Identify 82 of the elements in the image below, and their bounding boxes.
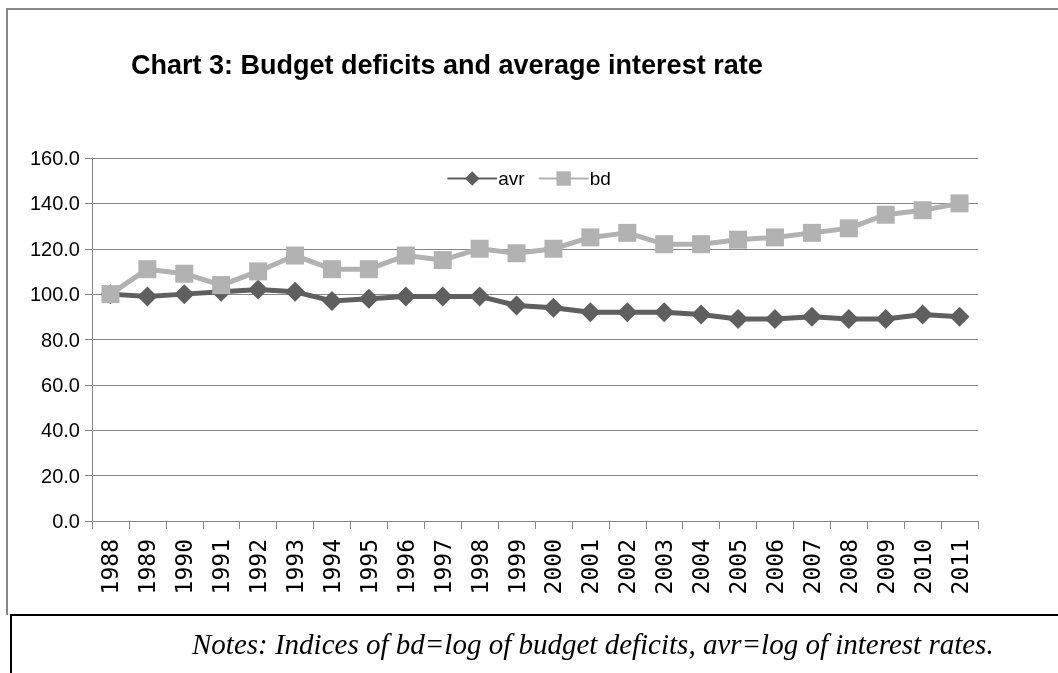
x-tick-label: 1994 <box>318 539 345 595</box>
point <box>286 246 305 265</box>
x-tick-label: 2005 <box>725 539 752 595</box>
point <box>249 262 268 281</box>
point <box>764 309 785 330</box>
x-tick-label: 1997 <box>429 539 456 595</box>
y-tick-label: 20.0 <box>41 464 80 487</box>
point <box>618 223 637 242</box>
x-tick-label: 1995 <box>355 539 382 595</box>
point <box>950 194 969 213</box>
x-tick-label: 1989 <box>134 539 161 595</box>
point <box>875 309 896 330</box>
y-tick-label: 140.0 <box>29 192 80 215</box>
point <box>729 230 748 249</box>
point <box>137 286 158 307</box>
x-tick-label: 2001 <box>577 539 604 595</box>
legend-label: avr <box>498 168 526 189</box>
x-tick-label: 1998 <box>466 539 493 595</box>
point <box>174 284 195 305</box>
point <box>506 295 527 316</box>
x-tick-label: 2007 <box>798 539 825 595</box>
y-tick-label: 60.0 <box>41 373 80 396</box>
y-tick-label: 80.0 <box>41 328 80 351</box>
x-tick-label: 2002 <box>614 539 641 595</box>
point <box>470 239 489 258</box>
point <box>285 281 306 302</box>
point <box>913 201 932 220</box>
point <box>544 239 563 258</box>
point <box>432 286 453 307</box>
point <box>395 286 416 307</box>
point <box>212 276 231 295</box>
x-tick-label: 2010 <box>909 539 936 595</box>
point <box>322 260 341 279</box>
x-tick-label: 1996 <box>392 539 419 595</box>
point <box>617 302 638 323</box>
y-tick-label: 120.0 <box>29 237 80 260</box>
y-tick-label: 100.0 <box>29 283 80 306</box>
x-tick-label: 1993 <box>282 539 309 595</box>
x-tick-label: 2000 <box>540 539 567 595</box>
point <box>802 223 821 242</box>
point <box>691 304 712 325</box>
point <box>949 306 970 327</box>
point <box>580 302 601 323</box>
point <box>138 260 157 279</box>
point <box>654 302 675 323</box>
legend-label: bd <box>589 168 611 189</box>
point <box>507 244 526 263</box>
point <box>838 309 859 330</box>
point <box>469 286 490 307</box>
text: Notes: Indices of bd=log of budget deficits, avr=log of interest rates. <box>192 628 994 660</box>
point <box>543 297 564 318</box>
point <box>765 228 784 247</box>
point <box>655 235 674 254</box>
y-tick-label: 160.0 <box>29 147 80 169</box>
point <box>175 264 194 283</box>
x-tick-label: 1990 <box>171 539 198 595</box>
point <box>801 306 822 327</box>
x-tick-label: 2011 <box>946 539 973 595</box>
point <box>396 246 415 265</box>
x-tick-label: 2003 <box>651 539 678 595</box>
point <box>433 251 452 270</box>
x-tick-label: 2008 <box>835 539 862 595</box>
y-tick-label: 40.0 <box>41 419 80 442</box>
chart-title: Chart 3: Budget deficits and average interest rate <box>131 49 763 80</box>
x-tick-label: 1999 <box>503 539 530 595</box>
point <box>581 228 600 247</box>
point <box>359 260 378 279</box>
x-tick-label: 1991 <box>208 539 235 595</box>
point <box>321 290 342 311</box>
y-tick-label: 0.0 <box>52 510 80 532</box>
point <box>358 288 379 309</box>
x-tick-label: 2009 <box>872 539 899 595</box>
point <box>728 309 749 330</box>
point <box>876 205 895 224</box>
x-tick-label: 1988 <box>97 539 124 595</box>
x-tick-label: 2004 <box>688 539 715 595</box>
point <box>912 304 933 325</box>
point <box>692 235 711 254</box>
point <box>248 279 269 300</box>
x-tick-label: 1992 <box>245 539 272 595</box>
point <box>839 219 858 238</box>
x-tick-label: 2006 <box>761 539 788 595</box>
